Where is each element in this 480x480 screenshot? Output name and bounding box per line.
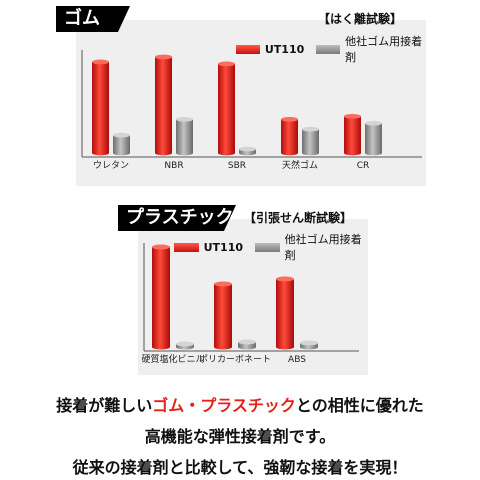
x-tick-label: SBR [228,161,246,171]
bar-ut110-0 [92,59,109,156]
plastic-tag: プラスチック [118,205,236,231]
caption-line-2: 高機能な弾性接着剤です。 [144,427,336,446]
caption-highlight: ゴム・プラスチック [152,396,296,415]
bar-other-2 [300,340,318,350]
bar-other-1 [238,339,256,350]
caption-text: 接着が難しい [56,396,153,415]
legend-swatch-ut110 [174,242,199,252]
legend-label-ut110: UT110 [203,240,244,254]
x-tick-label: ポリカーボネート [199,354,271,365]
caption-line-1: 接着が難しいゴム・プラスチックとの相性に優れた [0,392,480,416]
legend-label-other: 他社ゴム用接着剤 [284,233,362,262]
legend-swatch-ut110 [236,44,260,54]
bar-other-0 [176,341,194,350]
x-tick-label: ウレタン [93,160,129,171]
legend-swatch-other [255,242,280,252]
x-tick-label: CR [357,161,370,171]
caption-text: との相性に優れた [295,396,424,415]
legend-swatch-other [316,44,341,54]
bar-other-3 [302,126,319,156]
bar-other-1 [176,116,193,156]
bar-ut110-3 [281,116,298,156]
rubber-plot: ウレタン NBR SBR 天然ゴム CR [81,50,422,171]
rubber-chart: ゴム 【はく離試験】 UT110 他社ゴム用接着剤 ウレタン NBR SBR 天然ゴム… [56,6,426,186]
legend-label-other: 他社ゴム用接着剤 [345,35,423,64]
rubber-tag: ゴム [56,6,130,32]
bar-ut110-4 [344,113,361,156]
x-tick-label: 硬質塩化ビニル [141,353,204,365]
bar-ut110-1 [214,281,232,350]
bar-other-4 [365,120,382,156]
plastic-chart: プラスチック 【引張せん断試験】 UT110 他社ゴム用接着剤 硬質塩化ビニルポ… [118,205,368,375]
x-tick-label: NBR [164,161,183,171]
rubber-test-title: 【はく離試験】 [318,12,403,26]
rubber-legend: UT110 他社ゴム用接着剤 [236,33,426,65]
legend-label-ut110: UT110 [264,42,305,56]
bar-other-2 [239,146,256,156]
plastic-test-title: 【引張せん断試験】 [244,211,353,225]
caption-line-3: 従来の接着剤と比較して、強靭な接着を実現！ [72,458,408,477]
bar-ut110-1 [155,54,172,156]
bar-ut110-2 [276,276,294,350]
x-tick-label: ABS [288,355,306,365]
x-tick-label: 天然ゴム [282,159,318,171]
bar-other-0 [113,132,130,156]
plastic-legend: UT110 他社ゴム用接着剤 [174,231,368,263]
bar-ut110-0 [152,244,170,350]
bar-ut110-2 [218,61,235,156]
